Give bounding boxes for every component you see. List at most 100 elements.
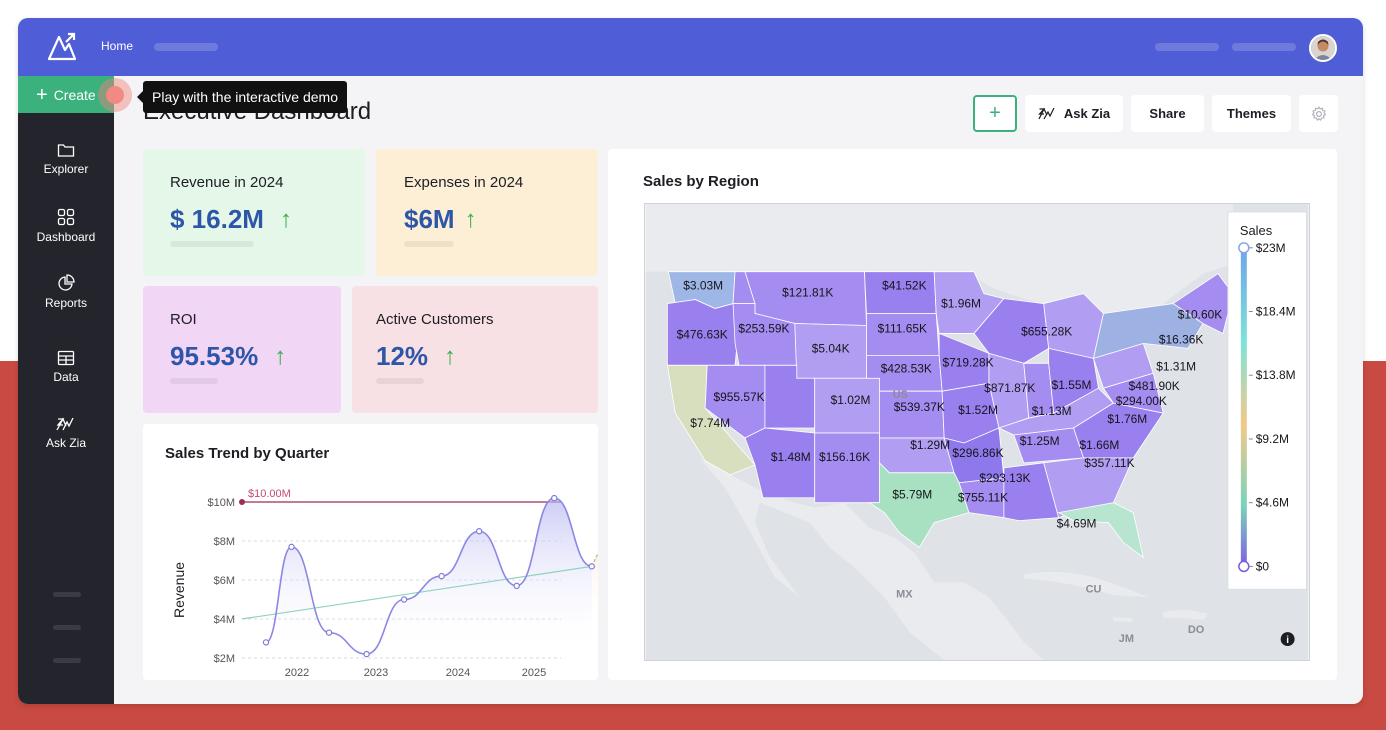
country-label: JM	[1119, 633, 1134, 645]
kpi-card-revenue[interactable]: Revenue in 2024 $ 16.2M ↑	[143, 149, 365, 276]
home-link[interactable]: Home	[101, 39, 134, 53]
series-point[interactable]	[325, 629, 333, 636]
region-value-label: $539.37K	[894, 400, 945, 414]
state-mississippi-alabama[interactable]	[1003, 462, 1060, 522]
sidebar-placeholder	[53, 658, 81, 663]
region-value-label: $7.74M	[690, 416, 730, 430]
region-value-label: $655.28K	[1021, 324, 1072, 338]
region-value-label: $871.87K	[984, 381, 1035, 395]
share-button[interactable]: Share	[1131, 95, 1204, 132]
sales-by-region-map[interactable]: $3.03M $121.81K $41.52K $1.96M $10.60K $476.6…	[644, 203, 1310, 661]
region-value-label: $253.59K	[738, 321, 789, 335]
info-icon[interactable]	[1280, 632, 1295, 647]
series-point[interactable]	[513, 582, 520, 590]
region-value-label: $476.63K	[677, 327, 728, 341]
region-value-label: $719.28K	[942, 355, 993, 369]
sidebar-item-label: Explorer	[43, 162, 89, 176]
folder-icon	[57, 144, 75, 157]
state-new-mexico[interactable]	[814, 432, 880, 504]
series-point[interactable]	[438, 572, 445, 580]
legend-handle-top[interactable]	[1238, 242, 1250, 254]
map-title: Sales by Region	[643, 173, 759, 190]
sales-trend-panel: Sales Trend by Quarter Revenue $2M $4M $6M…	[143, 424, 598, 680]
kpi-card-roi[interactable]: ROI 95.53% ↑	[143, 286, 341, 413]
state-kansas[interactable]	[879, 390, 945, 439]
kpi-placeholder	[376, 378, 424, 384]
reference-line-marker	[239, 499, 245, 505]
pie-chart-icon	[58, 274, 75, 291]
sidebar-item-label: Dashboard	[36, 230, 96, 244]
kpi-card-expenses[interactable]: Expenses in 2024 $6M ↑	[376, 149, 598, 276]
region-value-label: $1.48M	[771, 450, 811, 464]
demo-hotspot-dot[interactable]	[106, 86, 124, 104]
themes-button[interactable]: Themes	[1212, 95, 1291, 132]
series-point[interactable]	[262, 639, 270, 646]
region-value-label: $5.79M	[892, 488, 932, 502]
kpi-placeholder	[170, 241, 254, 247]
sidebar-item-data[interactable]: Data	[18, 350, 114, 384]
arrow-up-icon: ↑	[444, 342, 457, 370]
y-tick-label: $6M	[214, 575, 235, 587]
y-axis-label: Revenue	[171, 562, 187, 618]
gear-icon	[1311, 105, 1326, 121]
top-bar: Home	[18, 18, 1363, 76]
forecast-area	[591, 553, 598, 624]
state-carolinas[interactable]	[1073, 402, 1164, 459]
app-logo-icon[interactable]	[46, 31, 78, 63]
map-legend: Sales $23M $18.4M $13.8M $9.2M $4.6M $0	[1227, 211, 1308, 590]
ask-zia-button[interactable]: Ask Zia	[1025, 95, 1123, 132]
sidebar-item-ask-zia[interactable]: Ask Zia	[18, 416, 114, 450]
kpi-value-text: 12%	[376, 341, 429, 371]
region-value-label: $41.52K	[882, 279, 927, 293]
sidebar-item-explorer[interactable]: Explorer	[18, 142, 114, 176]
legend-tick-label: $23M	[1256, 241, 1286, 255]
region-value-label: $16.36K	[1159, 332, 1204, 346]
state-texas[interactable]	[868, 461, 970, 549]
top-placeholder	[1232, 43, 1296, 51]
series-point[interactable]	[588, 563, 595, 570]
region-value-label: $428.53K	[881, 361, 932, 375]
region-value-label: $4.69M	[1057, 517, 1097, 531]
series-point[interactable]	[551, 494, 558, 502]
sales-by-region-panel: Sales by Region $3.03M $121.81K $41.52K $1.…	[608, 149, 1337, 680]
sidebar-item-dashboard[interactable]: Dashboard	[18, 208, 114, 244]
sidebar-item-reports[interactable]: Reports	[18, 274, 114, 310]
map-value-labels: $3.03M $121.81K $41.52K $1.96M $10.60K $476.6…	[677, 279, 1223, 645]
sales-trend-chart[interactable]: Revenue $2M $4M $6M $8M $10M 2022 2023 2024 2025…	[143, 424, 598, 680]
create-button[interactable]: + Create	[18, 76, 114, 113]
top-placeholder	[1155, 43, 1219, 51]
x-tick-label: 2024	[446, 667, 470, 679]
arrow-up-icon: ↑	[279, 205, 292, 233]
series-area	[266, 498, 592, 655]
series-point[interactable]	[363, 650, 370, 658]
dashboard-grid-icon	[57, 208, 75, 226]
y-tick-label: $2M	[214, 653, 235, 665]
state-florida[interactable]	[1057, 502, 1144, 559]
kpi-placeholder	[404, 241, 454, 247]
legend-handle-bottom[interactable]	[1238, 560, 1250, 573]
chart-title: Sales Trend by Quarter	[165, 445, 330, 462]
series-point[interactable]	[400, 596, 408, 603]
kpi-card-active-customers[interactable]: Active Customers 12% ↑	[352, 286, 598, 413]
create-button-label: Create	[53, 86, 96, 103]
reference-line-label: $10.00M	[248, 488, 291, 500]
series-point[interactable]	[475, 528, 483, 535]
add-widget-button[interactable]: +	[973, 95, 1017, 132]
region-value-label: $121.81K	[782, 286, 833, 300]
us-states-layer	[666, 271, 1234, 559]
legend-tick-label: $9.2M	[1256, 432, 1289, 446]
region-value-label: $1.13M	[1032, 404, 1072, 418]
user-avatar[interactable]	[1309, 34, 1337, 62]
top-placeholder	[154, 43, 218, 51]
settings-button[interactable]	[1299, 95, 1338, 132]
region-value-label: $3.03M	[683, 279, 723, 293]
sidebar-item-label: Data	[53, 370, 79, 384]
country-label: MX	[896, 588, 913, 600]
series-line	[265, 497, 592, 655]
legend-tick-label: $13.8M	[1256, 368, 1296, 382]
region-value-label: $1.25M	[1020, 434, 1060, 448]
region-value-label: $111.65K	[878, 321, 927, 335]
series-point[interactable]	[288, 543, 295, 551]
y-tick-label: $8M	[214, 536, 235, 548]
kpi-label: Active Customers	[376, 311, 494, 328]
